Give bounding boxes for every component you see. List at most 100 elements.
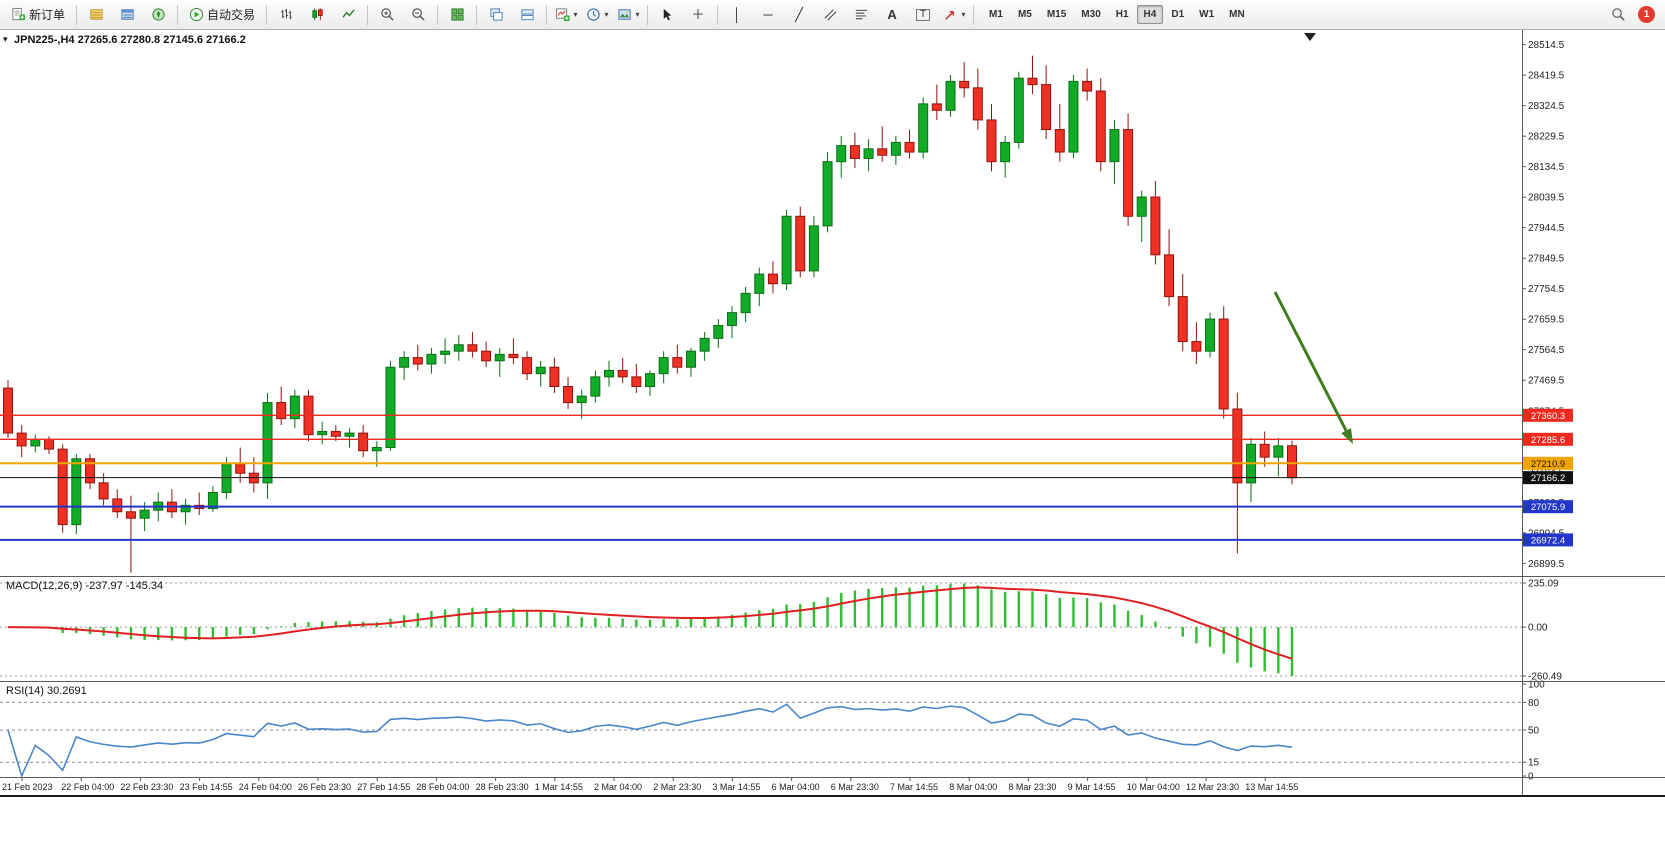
arrange-windows-button[interactable] [481,3,511,27]
time-axis-label[interactable]: 7 Mar 14:55 [890,782,938,792]
data-window-button[interactable] [112,3,142,27]
rsi-axis-label: 100 [1528,680,1545,691]
timeframe-button-m30[interactable]: M30 [1081,9,1101,20]
time-axis-label[interactable]: 1 Mar 14:55 [535,782,583,792]
periods-button[interactable]: ▾ [582,3,612,27]
new-order-button[interactable]: 新订单 [4,3,72,27]
arrange-windows-icon [489,8,503,21]
crosshair-button[interactable]: ＋ [683,3,713,27]
chart-window: 28514.5 28419.5 28324.5 28229.5 28134.5 28039… [0,30,1665,846]
candle-body [617,369,628,378]
time-axis-label[interactable]: 2 Mar 04:00 [594,782,642,792]
chart-plot-area[interactable]: 28514.5 28419.5 28324.5 28229.5 28134.5 28039… [0,30,1665,846]
timeframe-button-m15[interactable]: M15 [1046,9,1067,20]
zoom-in-button[interactable] [372,3,402,27]
price-tag-label-resistance-lower: 27285.6 [1531,435,1565,446]
time-axis-label[interactable]: 26 Feb 23:30 [298,782,351,792]
timeframe-button-mn[interactable]: MN [1229,9,1245,20]
time-axis-label[interactable]: 28 Feb 04:00 [416,782,469,792]
rsi-axis-label: 50 [1528,726,1540,737]
price-tag-resistance-upper[interactable] [1523,408,1573,422]
time-axis-label[interactable]: 28 Feb 23:30 [476,782,529,792]
macd-axis-label: -260.49 [1528,672,1562,683]
timeframe-button-h1[interactable]: H1 [1115,9,1129,20]
horizontal-line-button[interactable]: ─ [753,3,783,27]
notification-badge[interactable]: 1 [1638,6,1655,23]
time-axis-label[interactable]: 3 Mar 14:55 [712,782,760,792]
time-axis-label[interactable]: 9 Mar 14:55 [1068,782,1116,792]
candle-body [740,292,751,314]
candlestick-chart-button[interactable] [302,3,332,27]
search-button[interactable] [1603,3,1633,27]
tile-windows-button[interactable] [442,3,472,27]
candle-body [207,491,218,510]
candle-body [1054,129,1065,153]
timeframe-button-d1[interactable]: D1 [1171,9,1185,20]
zoom-in-icon [380,8,394,21]
new-chart-icon [555,8,570,22]
time-axis-label[interactable]: 21 Feb 2023 [2,782,53,792]
market-watch-button[interactable] [81,3,111,27]
price-tag-support-lower[interactable] [1523,533,1573,547]
price-axis-label: 26899.5 [1528,559,1565,570]
time-axis-label[interactable]: 2 Mar 23:30 [653,782,701,792]
price-tag-current-price[interactable] [1523,471,1573,485]
channel-button[interactable] [815,3,845,27]
new-chart-button[interactable]: ▾ [551,3,581,27]
timeframe-button-h4[interactable]: H4 [1136,5,1164,24]
candle-body [1123,129,1134,217]
price-tag-pivot[interactable] [1523,456,1573,470]
price-axis-label: 27944.5 [1528,223,1565,234]
candle-body [1041,84,1052,131]
cursor-button[interactable] [652,3,682,27]
price-tag-support-upper[interactable] [1523,500,1573,514]
timeframe-button-m5[interactable]: M5 [1017,9,1032,20]
fibonacci-button[interactable] [846,3,876,27]
candle-body [931,103,942,111]
templates-button[interactable]: ▾ [613,3,643,27]
time-axis-label[interactable]: 13 Mar 14:55 [1245,782,1298,792]
candle-body [767,273,778,285]
rsi-line [7,703,1293,779]
vertical-line-button[interactable]: │ [722,3,752,27]
bar-chart-button[interactable] [271,3,301,27]
candle-body [604,369,615,378]
time-axis-label[interactable]: 12 Mar 23:30 [1186,782,1239,792]
time-axis-label[interactable]: 22 Feb 23:30 [120,782,173,792]
label-button[interactable]: T [908,3,938,27]
navigator-button[interactable] [143,3,173,27]
time-axis-label[interactable]: 23 Feb 14:55 [180,782,233,792]
timeframe-group: M1 M5 M15 M30 H1 H4 D1 W1 MN [982,5,1252,24]
cursor-icon [663,8,671,21]
toolbar-separator [973,4,975,25]
candle-body [631,376,642,388]
new-order-label: 新订单 [29,8,66,22]
line-chart-button[interactable] [333,3,363,27]
timeframe-button-w1[interactable]: W1 [1199,9,1215,20]
trendline-button[interactable]: ╱ [784,3,814,27]
price-tag-resistance-lower[interactable] [1523,432,1573,446]
timeframe-button-m1[interactable]: M1 [989,9,1003,20]
chart-shift-marker[interactable] [1304,33,1316,41]
time-axis-label[interactable]: 8 Mar 23:30 [1008,782,1056,792]
zoom-out-button[interactable] [403,3,433,27]
time-axis-label[interactable]: 8 Mar 04:00 [949,782,997,792]
arrows-button[interactable]: ▾ [939,3,969,27]
toolbar-separator [76,4,78,25]
toolbar-separator [177,4,179,25]
search-icon [1611,8,1625,21]
time-axis-label[interactable]: 10 Mar 04:00 [1127,782,1180,792]
candle-body [3,387,13,434]
time-axis-label[interactable]: 27 Feb 14:55 [357,782,410,792]
candle-body [1150,196,1161,256]
trendline-icon: ╱ [795,7,803,22]
trend-arrow-annotation[interactable] [1273,291,1351,438]
time-axis-label[interactable]: 22 Feb 04:00 [61,782,114,792]
time-axis-label[interactable]: 6 Mar 04:00 [772,782,820,792]
time-axis-label[interactable]: 24 Feb 04:00 [239,782,292,792]
time-axis-label[interactable]: 6 Mar 23:30 [831,782,879,792]
autotrading-button[interactable]: 自动交易 [182,3,262,27]
text-button[interactable]: A [877,3,907,27]
cascade-windows-button[interactable] [512,3,542,27]
candle-body [371,447,382,452]
